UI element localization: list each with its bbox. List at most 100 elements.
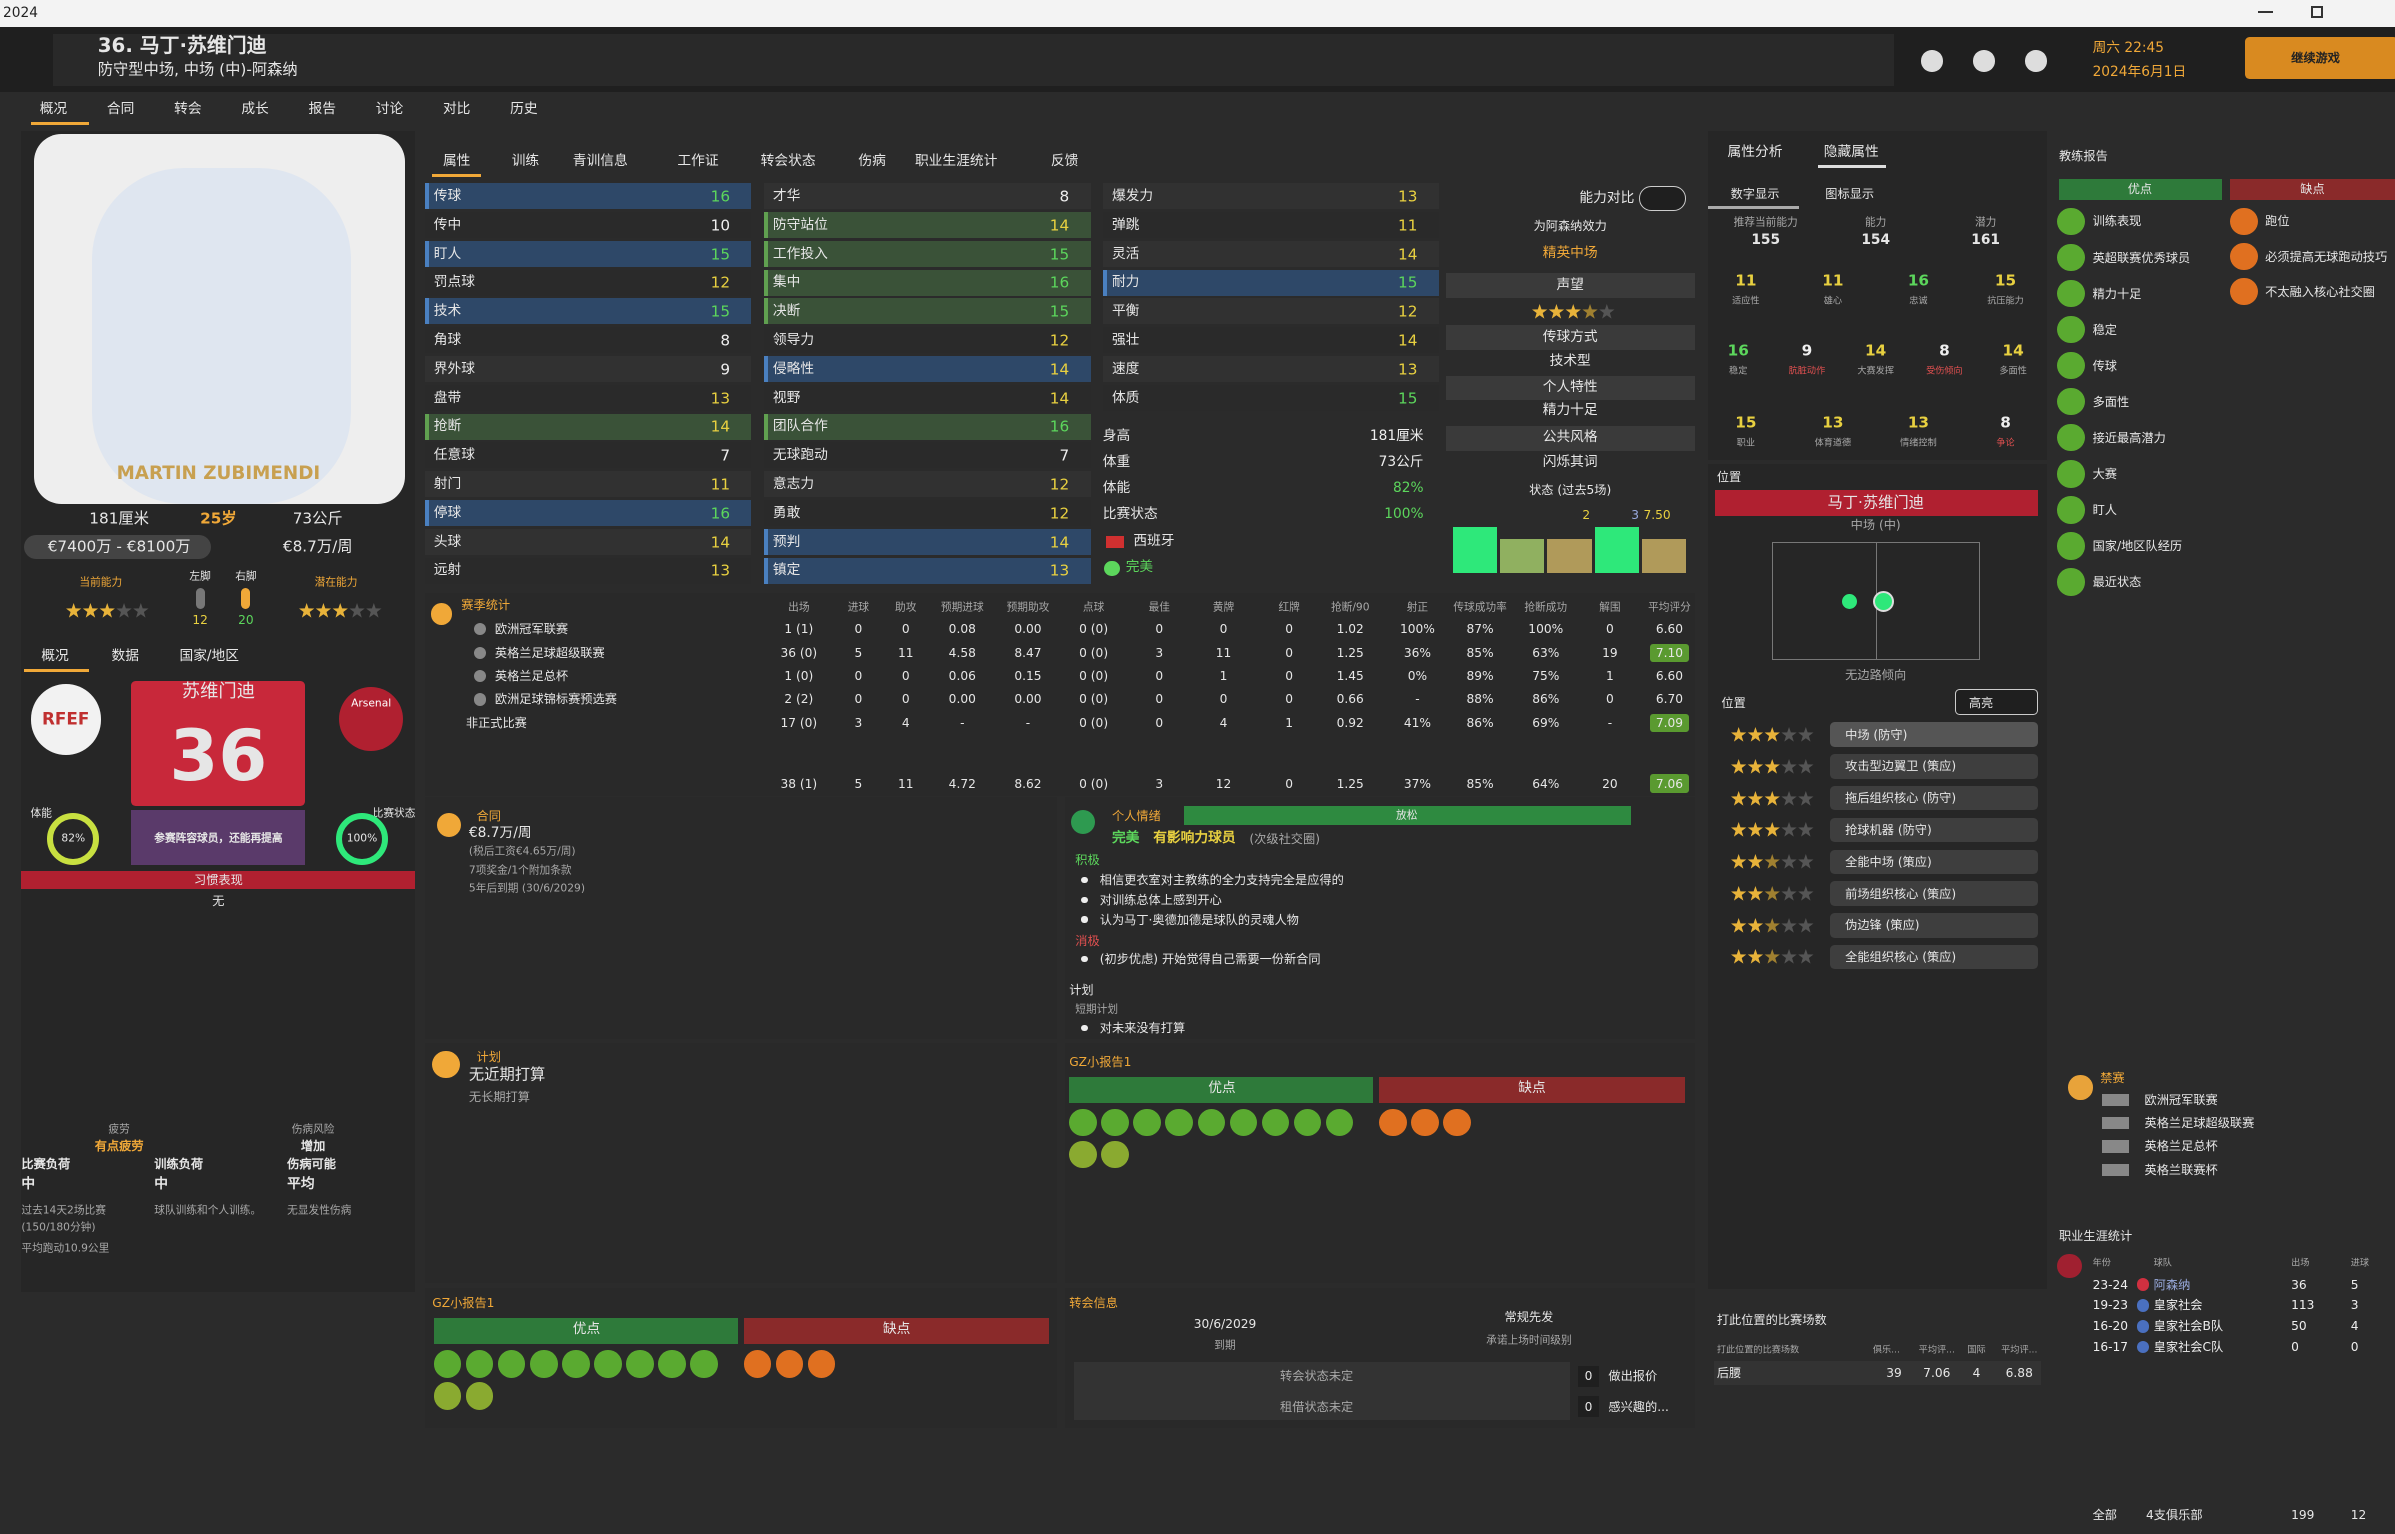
- tab[interactable]: 转会状态: [760, 153, 816, 170]
- role-box[interactable]: [1829, 722, 2038, 747]
- mood-icon: [1070, 809, 1096, 834]
- tab[interactable]: 训练: [511, 153, 540, 170]
- role-box[interactable]: [1829, 881, 2038, 906]
- role-box[interactable]: [1829, 913, 2038, 938]
- stats-cell: 36%: [1403, 645, 1431, 660]
- label: 训练负荷: [154, 1156, 204, 1171]
- minimize-button[interactable]: [2257, 10, 2273, 13]
- role-name[interactable]: 全能中场 (策应): [1845, 854, 1932, 869]
- title-bar: [0, 0, 2395, 28]
- attribute-row: [763, 269, 1091, 296]
- stats-cell: 0: [901, 622, 910, 637]
- label: 状态 (过去5场): [1529, 483, 1612, 498]
- stats-cell: 0 (0): [1079, 692, 1109, 707]
- display-mode[interactable]: 数字显示: [1730, 186, 1780, 201]
- star-rating: [1730, 727, 1820, 746]
- section-title[interactable]: GZ小报告1: [432, 1295, 495, 1310]
- label: 平均评...: [2001, 1344, 2038, 1356]
- nav-item[interactable]: 讨论: [375, 101, 404, 118]
- role-box[interactable]: [1829, 849, 2038, 874]
- attribute-value: 7: [720, 446, 731, 465]
- competition-name: 英格兰足球超级联赛: [494, 645, 605, 660]
- tab[interactable]: 青训信息: [572, 153, 628, 170]
- nav-item[interactable]: 概况: [39, 101, 68, 118]
- player-name: 36. 马丁·苏维门迪: [97, 33, 267, 57]
- label: 英格兰足总杯: [2144, 1139, 2218, 1154]
- nav-item[interactable]: 历史: [510, 101, 538, 118]
- role-box[interactable]: [1829, 754, 2038, 779]
- highlight-dropdown[interactable]: [1955, 688, 2038, 715]
- section-title[interactable]: 计划: [476, 1049, 501, 1064]
- label: 技术型: [1549, 353, 1591, 370]
- section-title[interactable]: 转会信息: [1069, 1295, 1119, 1310]
- header-icon[interactable]: [2025, 50, 2047, 72]
- section-title[interactable]: 个人情绪: [1111, 808, 1161, 823]
- role-name[interactable]: 抢球机器 (防守): [1845, 822, 1932, 837]
- tab[interactable]: 工作证: [677, 153, 719, 170]
- analysis-tab[interactable]: 隐藏属性: [1823, 143, 1879, 160]
- role-name[interactable]: 中场 (防守): [1845, 727, 1908, 742]
- label: 英格兰足球超级联赛: [2144, 1116, 2255, 1130]
- role-box[interactable]: [1829, 817, 2038, 843]
- stats-cell: 41%: [1403, 715, 1431, 730]
- header-icon[interactable]: [1921, 50, 1943, 72]
- nav-item[interactable]: 报告: [308, 101, 336, 118]
- restore-button[interactable]: [2310, 6, 2324, 19]
- right-foot-icon: [241, 588, 251, 610]
- label: 对训练总体上感到开心: [1099, 892, 1222, 907]
- label: 155: [1751, 232, 1781, 249]
- continue-button[interactable]: [2245, 36, 2395, 80]
- nav-item[interactable]: 对比: [442, 101, 471, 118]
- analysis-tab[interactable]: 属性分析: [1727, 143, 1783, 160]
- label: 稳定: [1729, 365, 1748, 377]
- attribute-row: [763, 212, 1091, 239]
- tab[interactable]: 反馈: [1050, 153, 1079, 170]
- attribute-name: 意志力: [772, 476, 815, 493]
- section-title[interactable]: 赛季统计: [461, 597, 511, 612]
- role-box[interactable]: [1829, 944, 2038, 970]
- section-title[interactable]: 合同: [476, 808, 501, 823]
- role-name[interactable]: 伪边锋 (策应): [1845, 918, 1920, 933]
- stats-cell: 1.02: [1336, 622, 1364, 637]
- pros-bar: [433, 1318, 738, 1345]
- tab[interactable]: 属性: [442, 153, 471, 170]
- label: 球队训练和个人训练。: [154, 1203, 262, 1217]
- nav-item[interactable]: 转会: [174, 101, 202, 118]
- label: 接近最高潜力: [2092, 430, 2166, 445]
- label: 习惯表现: [193, 872, 243, 887]
- stats-cell: 0: [1285, 668, 1294, 683]
- attribute-name: 头球: [433, 533, 462, 550]
- tab[interactable]: 伤病: [858, 153, 886, 170]
- attribute-value: 16: [710, 504, 731, 523]
- analysis-tab-underline: [1817, 164, 1887, 168]
- label[interactable]: 位置: [1721, 695, 1746, 710]
- label: 优点: [572, 1321, 601, 1338]
- continue-label[interactable]: 继续游戏: [2291, 50, 2340, 65]
- label: 12: [192, 613, 208, 628]
- role-name[interactable]: 攻击型边翼卫 (策应): [1845, 759, 1957, 774]
- compare-dropdown[interactable]: [1638, 186, 1687, 211]
- sub-tab[interactable]: 数据: [111, 647, 139, 664]
- role-box[interactable]: [1829, 786, 2038, 811]
- label[interactable]: 高亮: [1968, 695, 1994, 710]
- stats-total: 4.72: [948, 776, 976, 791]
- nav-item[interactable]: 成长: [241, 101, 269, 118]
- attribute-row: [424, 500, 752, 526]
- sub-tab[interactable]: 概况: [41, 647, 69, 664]
- stats-cell: 0: [1155, 715, 1164, 730]
- role-name[interactable]: 全能组织核心 (策应): [1845, 949, 1957, 964]
- sub-tab[interactable]: 国家/地区: [179, 647, 240, 664]
- section-title[interactable]: GZ小报告1: [1069, 1054, 1132, 1069]
- label: 短期计划: [1075, 1002, 1119, 1016]
- attribute-value: 14: [1049, 532, 1070, 551]
- role-name[interactable]: 前场组织核心 (策应): [1845, 886, 1957, 901]
- header-icon[interactable]: [1973, 50, 1995, 72]
- tab[interactable]: 职业生涯统计: [914, 153, 998, 170]
- display-mode[interactable]: 图标显示: [1825, 186, 1875, 201]
- role-name[interactable]: 拖后组织核心 (防守): [1845, 791, 1957, 806]
- con-icon: [1379, 1108, 1407, 1137]
- label: 必须提高无球跑动技巧: [2265, 249, 2388, 264]
- nav-item[interactable]: 合同: [106, 101, 135, 118]
- attribute-row: [763, 413, 1091, 440]
- label: 5: [2350, 1277, 2359, 1292]
